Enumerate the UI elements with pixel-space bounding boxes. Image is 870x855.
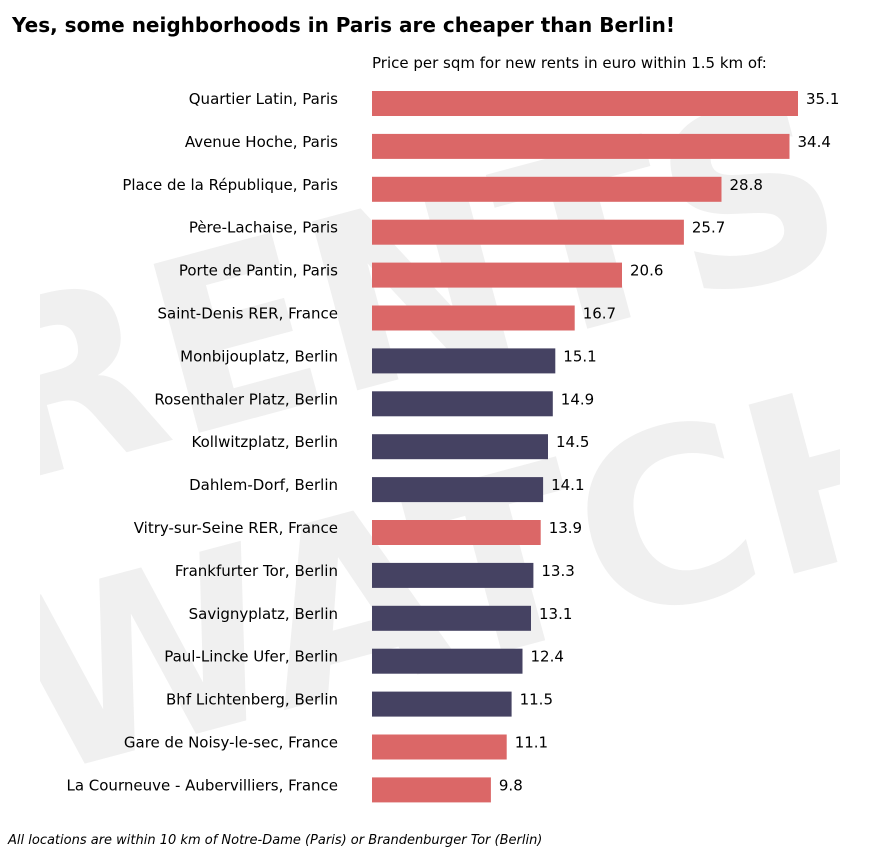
category-label: Kollwitzplatz, Berlin: [192, 433, 339, 451]
category-label: Quartier Latin, Paris: [189, 90, 338, 108]
category-label: Père-Lachaise, Paris: [189, 219, 338, 237]
category-label: Porte de Pantin, Paris: [179, 262, 338, 280]
value-label: 14.5: [556, 433, 589, 451]
bar: [372, 219, 684, 245]
category-label: Vitry-sur-Seine RER, France: [134, 519, 338, 537]
category-label: Gare de Noisy-le-sec, France: [124, 734, 338, 752]
value-label: 12.4: [531, 648, 564, 666]
bar: [372, 777, 491, 803]
category-label: Dahlem-Dorf, Berlin: [189, 476, 338, 494]
value-label: 28.8: [730, 176, 763, 194]
bar: [372, 133, 790, 159]
value-label: 14.1: [551, 476, 584, 494]
chart-title: Yes, some neighborhoods in Paris are che…: [12, 13, 675, 37]
bar: [372, 391, 553, 417]
category-labels-group: Quartier Latin, Paris Avenue Hoche, Paris…: [66, 90, 338, 794]
value-label: 13.1: [539, 605, 572, 623]
value-label: 34.4: [798, 133, 831, 151]
bar: [372, 648, 523, 674]
value-label: 15.1: [563, 347, 596, 365]
bar: [372, 734, 507, 760]
bar: [372, 348, 556, 374]
value-label: 14.9: [561, 390, 594, 408]
bar: [372, 305, 575, 331]
bar: [372, 562, 534, 588]
category-label: Frankfurter Tor, Berlin: [175, 562, 338, 580]
category-label: Savignyplatz, Berlin: [189, 605, 338, 623]
category-label: Bhf Lichtenberg, Berlin: [166, 691, 338, 709]
category-label: Place de la République, Paris: [122, 176, 338, 194]
category-label: Rosenthaler Platz, Berlin: [154, 390, 338, 408]
bars-group: [372, 91, 798, 803]
bar: [372, 477, 544, 503]
category-label: Saint-Denis RER, France: [158, 305, 338, 323]
value-label: 20.6: [630, 262, 663, 280]
value-label: 11.5: [520, 691, 553, 709]
bar: [372, 176, 722, 202]
bar: [372, 91, 798, 116]
chart-subtitle: Price per sqm for new rents in euro with…: [372, 54, 767, 72]
value-label: 9.8: [499, 776, 523, 794]
bar: [372, 605, 531, 631]
value-label: 35.1: [806, 90, 839, 108]
value-label: 11.1: [515, 734, 548, 752]
value-label: 13.3: [541, 562, 574, 580]
bar: [372, 434, 548, 460]
value-labels-group: 35.1 34.4 28.8 25.7 20.6 16.7 15.1 14.9 14.5 14.1…: [499, 90, 840, 794]
category-label: Paul-Lincke Ufer, Berlin: [164, 648, 338, 666]
chart-footnote: All locations are within 10 km of Notre-…: [8, 833, 543, 848]
category-label: Avenue Hoche, Paris: [185, 133, 338, 151]
bar: [372, 520, 541, 545]
value-label: 25.7: [692, 219, 725, 237]
bar: [372, 691, 512, 717]
value-label: 16.7: [583, 305, 616, 323]
category-label: La Courneuve - Aubervilliers, France: [66, 776, 338, 794]
value-label: 13.9: [549, 519, 582, 537]
bar: [372, 262, 622, 288]
category-label: Monbijouplatz, Berlin: [180, 347, 338, 365]
